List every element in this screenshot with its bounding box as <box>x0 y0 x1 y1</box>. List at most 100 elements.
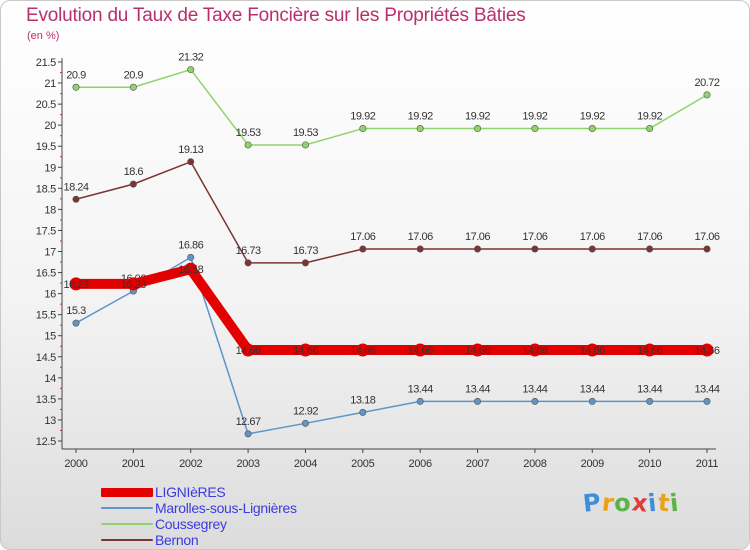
data-point-marolles-sous-ligni-res <box>588 397 596 405</box>
data-point-ligni-res <box>126 277 140 291</box>
data-point-coussegrey <box>531 125 539 133</box>
data-point-marolles-sous-ligni-res <box>531 397 539 405</box>
y-tick-label: 17.5 <box>36 225 56 237</box>
data-label-bernon: 17.06 <box>637 231 662 243</box>
data-label-bernon: 19.13 <box>178 144 203 156</box>
data-point-ligni-res <box>471 343 485 357</box>
x-tick-label: 2010 <box>638 458 661 470</box>
x-tick-label: 2006 <box>409 458 432 470</box>
data-label-ligni-res: 14.66 <box>694 345 719 357</box>
series-line-ligni-res <box>71 264 712 356</box>
data-point-ligni-res <box>241 343 255 357</box>
x-tick-label: 2005 <box>351 458 374 470</box>
data-point-ligni-res <box>528 343 542 357</box>
data-label-coussegrey: 19.92 <box>637 111 662 123</box>
y-tick-label: 16 <box>44 289 56 301</box>
data-label-bernon: 18.24 <box>63 181 88 193</box>
x-tick-label: 2009 <box>581 458 604 470</box>
y-tick-label: 21 <box>44 78 56 90</box>
data-label-bernon: 16.73 <box>236 245 261 257</box>
data-label-ligni-res: 14.66 <box>637 345 662 357</box>
data-label-coussegrey: 19.92 <box>350 111 375 123</box>
data-label-marolles-sous-ligni-res: 13.44 <box>637 383 662 395</box>
y-tick-label: 14.5 <box>36 352 56 364</box>
y-tick-label: 19.5 <box>36 141 56 153</box>
data-point-coussegrey <box>703 91 711 99</box>
data-label-bernon: 17.06 <box>694 231 719 243</box>
data-label-ligni-res: 14.66 <box>580 345 605 357</box>
data-label-bernon: 17.06 <box>408 231 433 243</box>
data-label-coussegrey: 19.53 <box>236 127 261 139</box>
data-point-coussegrey <box>72 83 80 91</box>
data-point-ligni-res <box>184 262 198 276</box>
data-label-bernon: 17.06 <box>350 231 375 243</box>
data-point-bernon <box>531 245 539 253</box>
y-tick-label: 12.5 <box>36 436 56 448</box>
y-tick-label: 15.5 <box>36 310 56 322</box>
logo-letter: i <box>668 488 681 518</box>
data-label-marolles-sous-ligni-res: 13.44 <box>465 383 490 395</box>
data-point-marolles-sous-ligni-res <box>244 430 252 438</box>
data-label-ligni-res: 14.66 <box>408 345 433 357</box>
legend-swatch-bernon <box>101 539 153 541</box>
y-tick-label: 21.5 <box>36 57 56 69</box>
data-point-marolles-sous-ligni-res <box>474 397 482 405</box>
data-point-coussegrey <box>646 125 654 133</box>
y-tick-label: 15 <box>44 331 56 343</box>
y-tick-label: 14 <box>44 373 56 385</box>
data-point-ligni-res <box>69 277 83 291</box>
data-point-bernon <box>474 245 482 253</box>
data-point-marolles-sous-ligni-res <box>703 397 711 405</box>
x-tick-label: 2000 <box>64 458 87 470</box>
chart-title: Evolution du Taux de Taxe Foncière sur l… <box>26 5 526 26</box>
data-point-ligni-res <box>356 343 370 357</box>
data-label-marolles-sous-ligni-res: 12.67 <box>236 416 261 428</box>
data-point-coussegrey <box>301 141 309 149</box>
data-point-marolles-sous-ligni-res <box>187 253 195 261</box>
data-point-marolles-sous-ligni-res <box>359 408 367 416</box>
data-label-ligni-res: 14.66 <box>293 345 318 357</box>
data-label-marolles-sous-ligni-res: 13.44 <box>694 383 719 395</box>
x-tick-label: 2001 <box>122 458 145 470</box>
data-point-coussegrey <box>187 66 195 74</box>
data-label-coussegrey: 21.32 <box>178 52 203 64</box>
data-point-marolles-sous-ligni-res <box>301 419 309 427</box>
legend-swatch-marolles-sous-ligni-res <box>101 507 153 509</box>
chart-unit-label: (en %) <box>27 30 60 42</box>
data-point-marolles-sous-ligni-res <box>72 319 80 327</box>
y-tick-label: 18.5 <box>36 183 56 195</box>
data-label-bernon: 17.06 <box>465 231 490 243</box>
x-tick-label: 2008 <box>523 458 546 470</box>
data-point-bernon <box>588 245 596 253</box>
data-point-bernon <box>72 195 80 203</box>
data-label-coussegrey: 19.92 <box>580 111 605 123</box>
data-point-bernon <box>359 245 367 253</box>
data-point-marolles-sous-ligni-res <box>646 397 654 405</box>
data-label-coussegrey: 20.72 <box>694 77 719 89</box>
data-label-marolles-sous-ligni-res: 13.44 <box>522 383 547 395</box>
data-label-ligni-res: 14.66 <box>350 345 375 357</box>
y-tick-label: 13 <box>44 415 56 427</box>
legend-swatch-ligni-res <box>101 488 153 497</box>
y-tick-label: 20 <box>44 120 56 132</box>
legend-label-marolles-sous-ligni-res: Marolles-sous-Lignières <box>155 500 297 516</box>
data-point-ligni-res <box>298 343 312 357</box>
y-tick-label: 17 <box>44 247 56 259</box>
data-point-coussegrey <box>588 125 596 133</box>
data-label-ligni-res: 16.23 <box>121 279 146 291</box>
data-point-ligni-res <box>413 343 427 357</box>
series-line-coussegrey <box>75 68 708 146</box>
data-label-coussegrey: 20.9 <box>66 69 86 81</box>
legend-label-bernon: Bernon <box>155 532 199 548</box>
data-point-bernon <box>703 245 711 253</box>
data-label-marolles-sous-ligni-res: 12.92 <box>293 405 318 417</box>
data-point-bernon <box>416 245 424 253</box>
data-label-ligni-res: 16.58 <box>178 264 203 276</box>
data-point-bernon <box>187 158 195 166</box>
data-label-ligni-res: 14.66 <box>465 345 490 357</box>
data-label-marolles-sous-ligni-res: 15.3 <box>66 305 86 317</box>
y-tick-label: 20.5 <box>36 99 56 111</box>
data-label-ligni-res: 16.23 <box>63 279 88 291</box>
data-point-coussegrey <box>474 125 482 133</box>
data-point-coussegrey <box>244 141 252 149</box>
